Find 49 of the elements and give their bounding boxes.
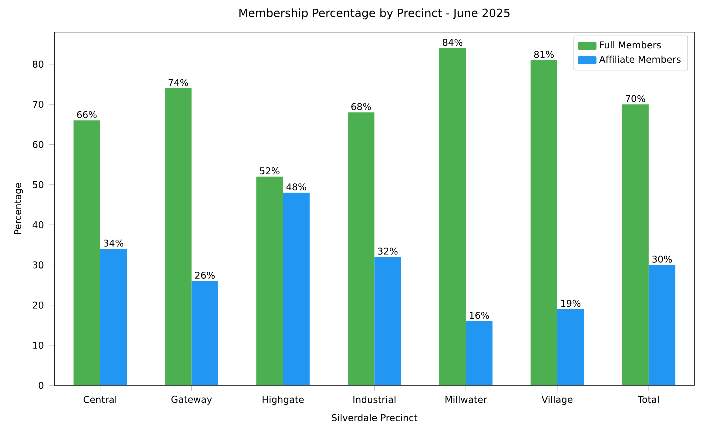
y-axis-title: Percentage bbox=[14, 183, 24, 234]
y-tick-label: 10 bbox=[33, 342, 44, 350]
data-label: 16% bbox=[470, 312, 490, 320]
x-tick-label: Millwater bbox=[446, 396, 488, 404]
bar bbox=[530, 60, 558, 386]
y-tick-label: 60 bbox=[33, 141, 44, 148]
y-tick-label: 20 bbox=[33, 302, 44, 309]
chart-title: Membership Percentage by Precinct - June 2025 bbox=[240, 8, 510, 20]
bar bbox=[648, 265, 676, 386]
data-label: 68% bbox=[352, 103, 372, 110]
bar bbox=[374, 257, 402, 386]
data-label: 81% bbox=[534, 51, 554, 58]
data-label: 84% bbox=[443, 39, 463, 46]
bar bbox=[192, 281, 218, 386]
bar bbox=[74, 120, 100, 386]
x-axis-title: Silverdale Precinct bbox=[332, 414, 418, 422]
x-tick-label: Total bbox=[638, 396, 659, 404]
y-tick-label: 80 bbox=[33, 60, 44, 68]
y-tick-label: 40 bbox=[32, 222, 44, 229]
data-label: 48% bbox=[286, 184, 306, 191]
y-tick-label: 70 bbox=[33, 101, 44, 108]
data-label: 30% bbox=[652, 256, 672, 263]
bar bbox=[466, 321, 493, 386]
x-tick-label: Gateway bbox=[172, 396, 212, 405]
bar bbox=[439, 48, 466, 386]
data-label: 74% bbox=[168, 79, 188, 86]
x-tick-label: Industrial bbox=[354, 396, 396, 404]
legend-label: Full Members bbox=[600, 42, 662, 49]
bar bbox=[348, 112, 375, 386]
data-label: 34% bbox=[104, 240, 124, 247]
data-label: 52% bbox=[260, 168, 280, 175]
data-label: 32% bbox=[378, 248, 398, 255]
data-label: 19% bbox=[561, 300, 581, 308]
data-label: 70% bbox=[626, 95, 646, 102]
bar bbox=[283, 192, 310, 386]
y-tick-label: 30 bbox=[33, 262, 44, 269]
data-label: 26% bbox=[195, 272, 215, 280]
bar bbox=[256, 176, 284, 386]
x-tick-label: Village bbox=[542, 396, 573, 406]
bar bbox=[100, 249, 128, 386]
data-label: 66% bbox=[77, 111, 97, 118]
bar bbox=[622, 104, 649, 386]
legend-label: Affiliate Members bbox=[599, 56, 681, 64]
y-tick-label: 50 bbox=[33, 181, 44, 188]
bar bbox=[558, 309, 584, 386]
x-tick-label: Highgate bbox=[262, 396, 304, 406]
x-tick-label: Central bbox=[84, 396, 116, 404]
y-tick-label: 0 bbox=[38, 382, 44, 390]
bar bbox=[165, 88, 192, 386]
